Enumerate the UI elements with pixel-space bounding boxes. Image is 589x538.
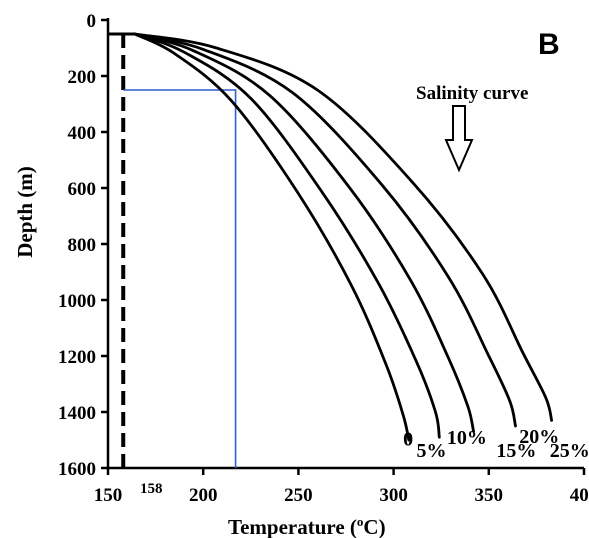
curve-labels: 05%10% 15%20%25% bbox=[403, 426, 589, 462]
reference-lines bbox=[108, 32, 237, 468]
panel-label: B bbox=[538, 28, 560, 61]
blue-reference-line bbox=[123, 89, 237, 468]
x-axis-title-main: Temperature ( bbox=[228, 515, 357, 538]
y-axis-title: Depth (m) bbox=[13, 166, 37, 258]
curve-label: 20% bbox=[519, 426, 559, 448]
x-tick-label: 250 bbox=[284, 485, 313, 506]
curve-label: 0 bbox=[403, 429, 413, 451]
curve-label: 15% bbox=[496, 440, 536, 462]
curve-label: 10% bbox=[447, 427, 487, 449]
y-tick-label: 0 bbox=[87, 11, 97, 32]
x-tick-label: 400 bbox=[570, 485, 589, 506]
y-tick-label: 200 bbox=[68, 67, 97, 88]
x-axis-title-unit: C) bbox=[363, 515, 385, 538]
salinity-curve-3 bbox=[133, 32, 517, 428]
y-tick-label: 1600 bbox=[58, 459, 96, 480]
x-tick-label: 150 bbox=[94, 485, 123, 506]
x-axis-title-degree: o bbox=[357, 514, 364, 529]
y-tick-label: 400 bbox=[68, 123, 97, 144]
salinity-curve-annotation: Salinity curve bbox=[416, 83, 528, 104]
x-ticks: 150 200 250 300 350 400 bbox=[94, 468, 589, 506]
y-tick-label: 1200 bbox=[58, 347, 96, 368]
salinity-curve-2 bbox=[133, 32, 475, 433]
curve-label: 25% bbox=[550, 440, 589, 462]
y-tick-label: 1000 bbox=[58, 291, 96, 312]
salinity-curve-4 bbox=[133, 32, 553, 422]
salinity-curves bbox=[133, 32, 553, 442]
y-tick-label: 800 bbox=[68, 235, 97, 256]
y-tick-label: 1400 bbox=[58, 403, 96, 424]
x-tick-label: 200 bbox=[189, 485, 218, 506]
curve-label: 5% bbox=[416, 440, 446, 462]
y-tick-label: 600 bbox=[68, 179, 97, 200]
x-axis-title: Temperature (oC) bbox=[228, 514, 386, 538]
x-tick-label: 350 bbox=[475, 485, 504, 506]
y-ticks: 0 200 400 600 800 1000 1200 1400 1600 bbox=[58, 11, 108, 480]
annotation-158: 158 bbox=[140, 481, 163, 497]
down-arrow-icon bbox=[444, 105, 474, 173]
salinity-curve-1 bbox=[133, 32, 441, 439]
salinity-curve-0 bbox=[133, 32, 411, 442]
x-tick-label: 300 bbox=[379, 485, 408, 506]
